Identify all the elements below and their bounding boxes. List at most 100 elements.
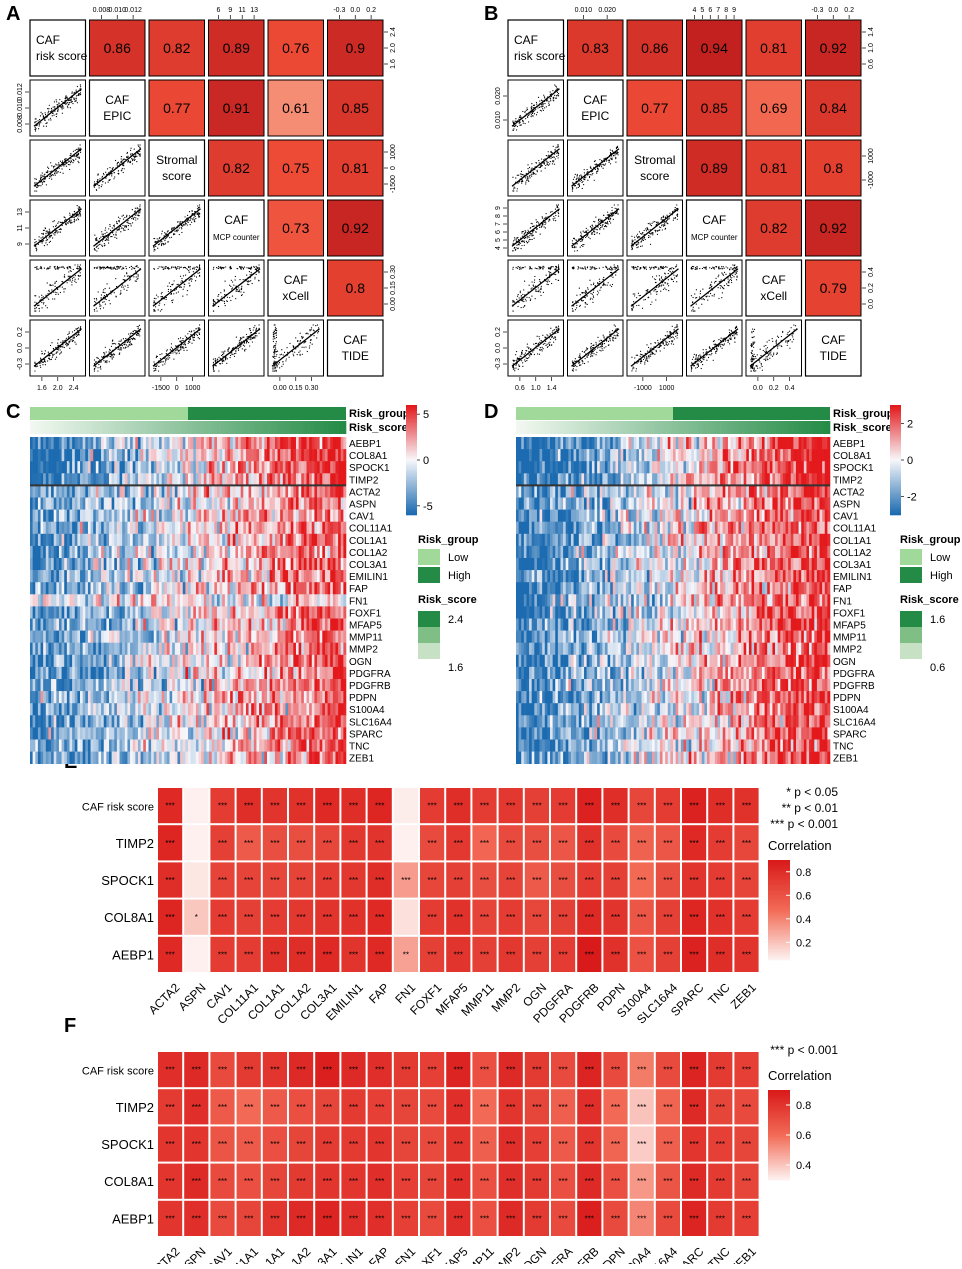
scatter-point bbox=[599, 350, 600, 351]
scatter-point bbox=[632, 240, 633, 241]
scatter-point bbox=[556, 156, 557, 157]
scatter-point bbox=[529, 355, 530, 356]
scatter-point bbox=[63, 107, 64, 108]
scatter-point bbox=[60, 228, 61, 229]
scatter-point bbox=[173, 227, 174, 228]
scatter-point bbox=[545, 165, 546, 166]
scatter-point bbox=[543, 292, 544, 293]
scatter-point bbox=[519, 297, 520, 298]
scatter-point bbox=[692, 297, 693, 298]
scatter-point bbox=[538, 287, 539, 288]
scatter-point bbox=[529, 354, 530, 355]
right-tick-label: 1.6 bbox=[390, 59, 397, 69]
scatter-point bbox=[258, 324, 259, 325]
scatter-point bbox=[544, 224, 545, 225]
scatter-point bbox=[545, 345, 546, 346]
scatter-point bbox=[526, 297, 527, 298]
scatter-point bbox=[576, 295, 577, 296]
scatter-point bbox=[596, 173, 597, 174]
scatter-point bbox=[185, 335, 186, 336]
scatter-point bbox=[251, 272, 252, 273]
scatter-point bbox=[512, 300, 513, 301]
scatter-point bbox=[521, 245, 522, 246]
scatter-point bbox=[574, 238, 575, 239]
scatter-point bbox=[513, 367, 514, 368]
scatter-point bbox=[581, 180, 582, 181]
scatter-point bbox=[732, 264, 733, 265]
scatter-point bbox=[60, 222, 61, 223]
scatter-point bbox=[69, 169, 70, 170]
scatter-point bbox=[637, 269, 638, 270]
scatter-point bbox=[274, 361, 275, 362]
scatter-point bbox=[66, 103, 67, 104]
scatter-point bbox=[558, 280, 559, 281]
scatter-point bbox=[112, 341, 113, 342]
scatter-point bbox=[78, 219, 79, 220]
scatter-point bbox=[547, 164, 548, 165]
scatter-point bbox=[123, 228, 124, 229]
scatter-point bbox=[135, 270, 136, 271]
scatter-point bbox=[106, 283, 107, 284]
scatter-point bbox=[615, 208, 616, 209]
scatter-point bbox=[59, 99, 60, 100]
scatter-point bbox=[558, 204, 559, 205]
scatter-point bbox=[532, 231, 533, 232]
scatter-point bbox=[247, 284, 248, 285]
scatter-point bbox=[40, 365, 41, 366]
diag-label-line1: CAF bbox=[583, 93, 607, 107]
scatter-point bbox=[641, 234, 642, 235]
scatter-point bbox=[163, 361, 164, 362]
scatter-point bbox=[57, 104, 58, 105]
scatter-point bbox=[636, 363, 637, 364]
scatter-point bbox=[72, 159, 73, 160]
scatter-point bbox=[582, 239, 583, 240]
scatter-point bbox=[188, 343, 189, 344]
scatter-point bbox=[94, 249, 95, 250]
scatter-point bbox=[69, 214, 70, 215]
scatter-point bbox=[58, 162, 59, 163]
scatter-point bbox=[605, 226, 606, 227]
scatter-point bbox=[573, 267, 574, 268]
scatter-point bbox=[258, 264, 259, 265]
scatter-point bbox=[42, 237, 43, 238]
scatter-point bbox=[101, 361, 102, 362]
scatter-point bbox=[110, 356, 111, 357]
scatter-point bbox=[222, 363, 223, 364]
scatter-point bbox=[102, 176, 103, 177]
scatter-point bbox=[124, 226, 125, 227]
scatter-point bbox=[197, 213, 198, 214]
scatter-point bbox=[532, 351, 533, 352]
scatter-point bbox=[226, 363, 227, 364]
scatter-point bbox=[532, 226, 533, 227]
scatter-point bbox=[579, 178, 580, 179]
scatter-point bbox=[726, 266, 727, 267]
scatter-point bbox=[651, 223, 652, 224]
scatter-point bbox=[188, 283, 189, 284]
scatter-point bbox=[70, 100, 71, 101]
scatter-point bbox=[249, 281, 250, 282]
scatter-point bbox=[120, 341, 121, 342]
scatter-point bbox=[595, 285, 596, 286]
scatter-point bbox=[599, 268, 600, 269]
scatter-point bbox=[238, 343, 239, 344]
scatter-point bbox=[586, 349, 587, 350]
scatter-point bbox=[230, 357, 231, 358]
scatter-point bbox=[526, 107, 527, 108]
scatter-point bbox=[103, 289, 104, 290]
scatter-point bbox=[164, 240, 165, 241]
scatter-point bbox=[193, 271, 194, 272]
scatter-point bbox=[599, 229, 600, 230]
scatter-point bbox=[182, 338, 183, 339]
scatter-point bbox=[661, 277, 662, 278]
scatter-point bbox=[161, 243, 162, 244]
scatter-point bbox=[650, 269, 651, 270]
scatter-point bbox=[600, 227, 601, 228]
scatter-point bbox=[42, 183, 43, 184]
scatter-point bbox=[219, 267, 220, 268]
scatter-point bbox=[580, 294, 581, 295]
scatter-point bbox=[720, 346, 721, 347]
scatter-point bbox=[117, 173, 118, 174]
scatter-point bbox=[105, 182, 106, 183]
scatter-point bbox=[240, 346, 241, 347]
scatter-point bbox=[663, 215, 664, 216]
